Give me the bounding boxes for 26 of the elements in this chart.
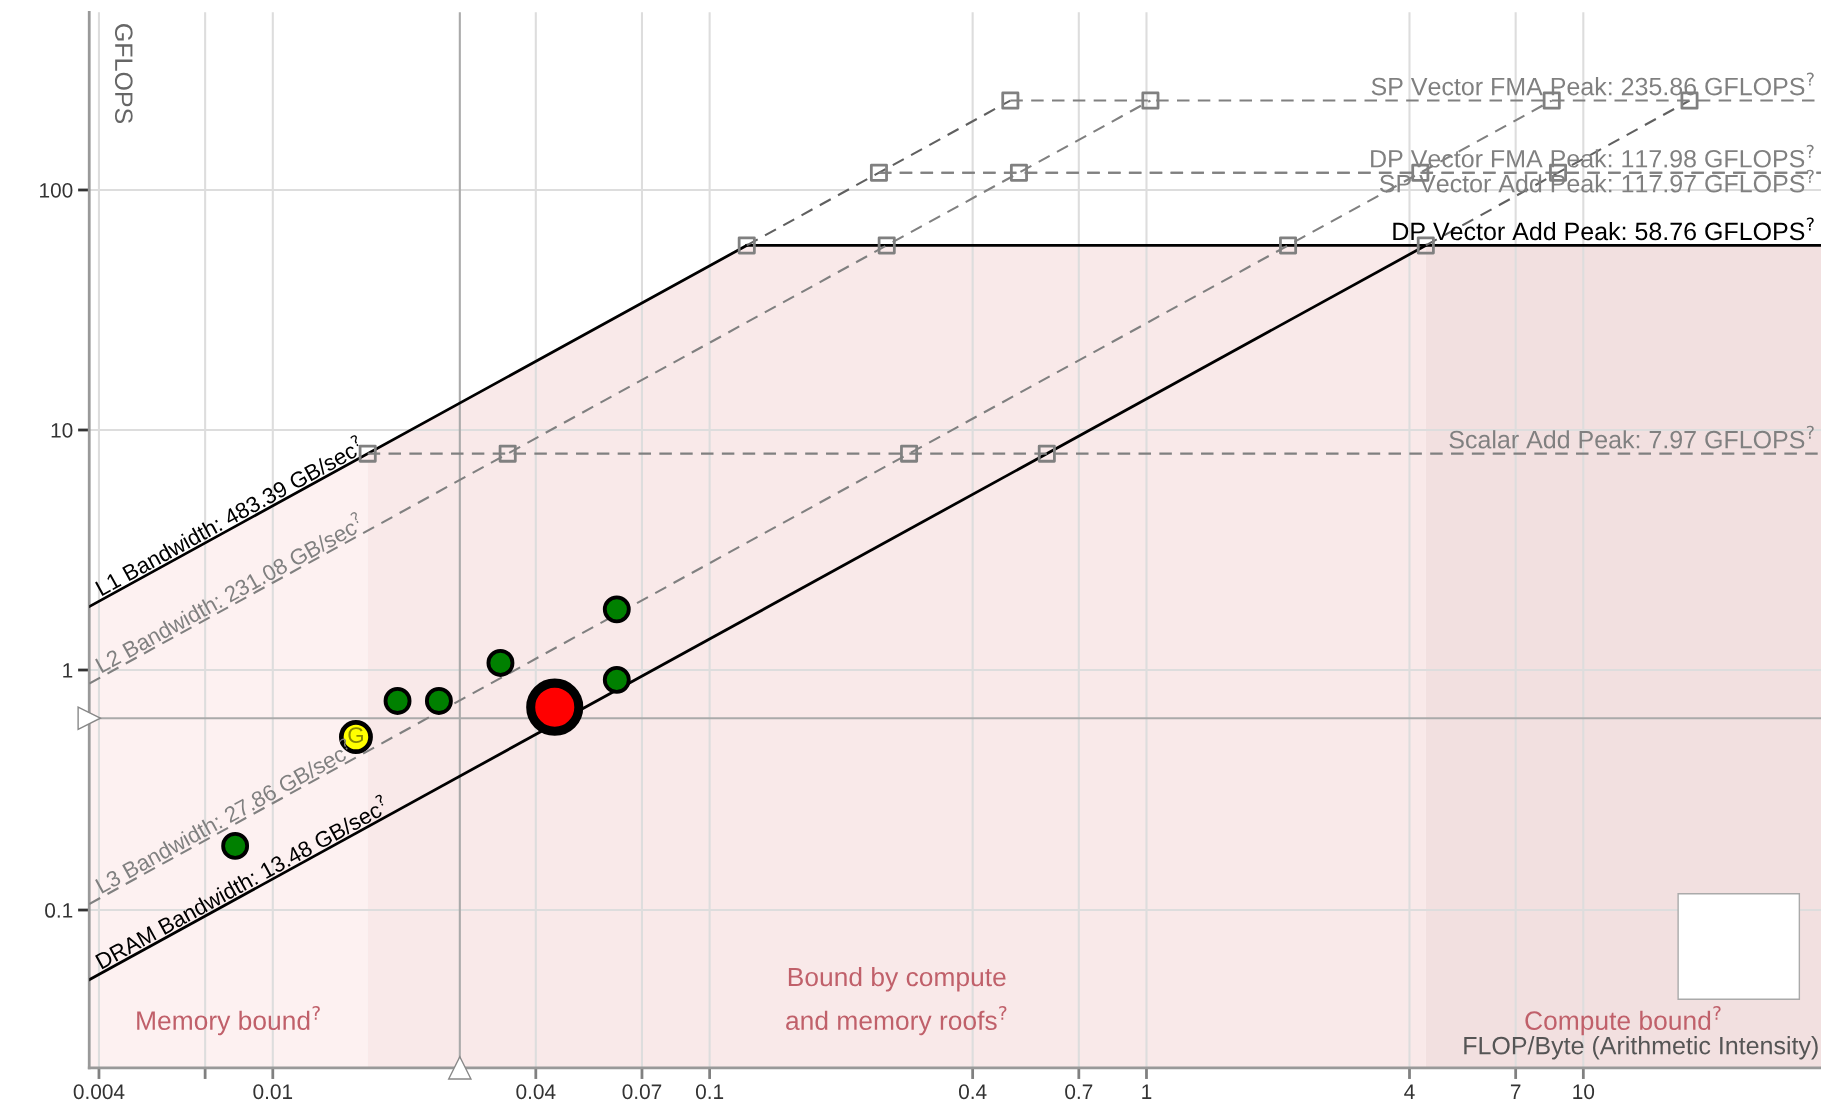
- band-label: Bound by compute and memory roofs$^{?}$: [786, 966, 1007, 1036]
- x-tick-label: 0.04: [516, 1084, 556, 1100]
- series-label: SP Vector Add Peak: 117.97 GFLOPS$^{?}$: [1379, 169, 1814, 193]
- band-label: Memory bound$^{?}$: [137, 1005, 320, 1036]
- y-axis-title: GFLOPS: [114, 24, 133, 124]
- x-tick-label: 0.1: [695, 1084, 724, 1100]
- x-tick-label: 0.07: [622, 1084, 662, 1100]
- data-label: G: [348, 727, 363, 743]
- y-tick-label: 10: [51, 423, 73, 438]
- x-tick-label: 0.7: [1065, 1084, 1093, 1100]
- y-tick-label: 1: [63, 663, 73, 678]
- x-axis-title: FLOP/Byte (Arithmetic Intensity): [1464, 1036, 1818, 1060]
- x-tick-label: 0.01: [253, 1084, 293, 1100]
- series-label: SP Vector FMA Peak: 235.86 GFLOPS$^{?}$: [1371, 72, 1814, 96]
- y-tick-label: 100: [40, 182, 73, 198]
- x-tick-label: 0.004: [73, 1084, 125, 1100]
- x-tick-label: 0.4: [958, 1084, 987, 1100]
- band-label: Compute bound$^{?}$: [1525, 1005, 1721, 1036]
- x-tick-label: 4: [1404, 1084, 1415, 1099]
- series-label: DP Vector FMA Peak: 117.98 GFLOPS$^{?}$: [1371, 144, 1814, 168]
- x-tick-label: 1: [1142, 1084, 1152, 1099]
- series-label: Scalar Add Peak: 7.97 GFLOPS$^{?}$: [1449, 425, 1814, 449]
- y-tick-label: 0.1: [45, 903, 73, 918]
- x-tick-label: 7: [1510, 1084, 1521, 1099]
- x-tick-label: 10: [1573, 1084, 1595, 1100]
- series-label: DP Vector Add Peak: 58.76 GFLOPS$^{?}$: [1393, 217, 1814, 241]
